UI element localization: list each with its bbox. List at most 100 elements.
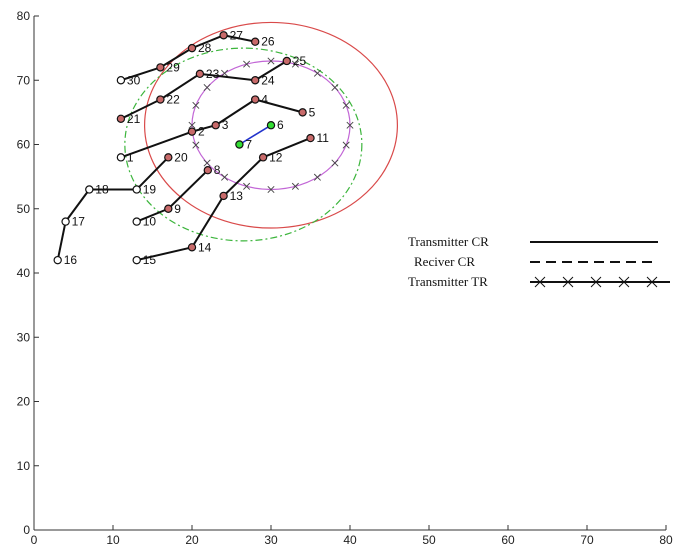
node-4 — [250, 95, 260, 104]
node-label: 11 — [317, 131, 330, 145]
node-1 — [116, 153, 126, 162]
tr-x-marker — [188, 121, 196, 129]
tr-x-marker — [342, 141, 350, 149]
node-21 — [116, 114, 126, 124]
node-label: 5 — [309, 105, 316, 119]
node-label: 3 — [222, 118, 229, 132]
node-22 — [156, 95, 165, 104]
node-13 — [219, 191, 228, 201]
node-label: 27 — [230, 28, 244, 42]
node-label: 30 — [127, 73, 141, 87]
node-6 — [266, 121, 276, 130]
node-label: 10 — [143, 215, 157, 229]
node-label: 16 — [64, 253, 78, 267]
node-link — [159, 47, 193, 69]
tr-x-marker — [192, 141, 200, 149]
node-17 — [61, 217, 70, 226]
node-label: 14 — [198, 240, 212, 254]
node-link — [56, 221, 67, 261]
node-label: 20 — [174, 150, 188, 164]
node-link — [215, 98, 256, 127]
legend-label: Transmitter TR — [408, 274, 488, 289]
node-link — [199, 72, 256, 82]
receiver-cr-circle — [124, 47, 363, 242]
node-11 — [306, 133, 315, 143]
node-label: 15 — [143, 253, 157, 267]
tr-x-marker — [313, 69, 321, 77]
node-label: 29 — [166, 60, 180, 74]
node-link — [262, 137, 311, 159]
tr-x-marker — [221, 69, 229, 77]
x-tick-label: 60 — [501, 533, 515, 546]
node-link — [191, 34, 224, 50]
node-9 — [164, 204, 173, 213]
node-label: 6 — [277, 118, 284, 132]
y-tick-label: 10 — [17, 459, 31, 473]
tr-x-marker — [267, 185, 275, 193]
node-label: 17 — [72, 215, 86, 229]
y-tick-label: 60 — [17, 138, 31, 152]
node-29 — [156, 63, 165, 72]
node-26 — [250, 37, 260, 46]
node-7 — [235, 140, 244, 149]
node-label: 25 — [293, 54, 307, 68]
node-label: 23 — [206, 67, 220, 81]
node-link — [159, 72, 201, 101]
x-tick-label: 10 — [106, 533, 120, 546]
node-link — [254, 60, 288, 82]
node-link — [136, 246, 193, 262]
x-tick-label: 70 — [580, 533, 594, 546]
node-14 — [187, 243, 197, 252]
y-tick-label: 40 — [17, 266, 31, 280]
node-30 — [116, 76, 126, 85]
node-label: 7 — [245, 138, 252, 152]
node-label: 28 — [198, 41, 212, 55]
node-18 — [85, 185, 94, 194]
node-link — [254, 98, 303, 114]
x-tick-label: 80 — [659, 533, 673, 546]
y-tick-label: 0 — [23, 523, 30, 537]
axes: 0 10 20 30 40 50 60 70 80 0 10 20 30 40 50 60 70 80 — [17, 9, 673, 546]
node-2 — [187, 127, 197, 136]
node-10 — [132, 217, 141, 226]
node-15 — [132, 255, 141, 265]
node-5 — [298, 108, 307, 117]
node-link — [120, 98, 161, 120]
x-tick-label: 30 — [264, 533, 278, 546]
tr-x-marker — [267, 57, 275, 65]
tr-x-marker — [331, 83, 339, 91]
legend-label: Reciver CR — [414, 254, 475, 269]
node-label: 8 — [214, 163, 221, 177]
tr-x-marker — [192, 101, 200, 109]
node-20 — [164, 153, 173, 162]
transmitter-cr-circle — [144, 21, 399, 229]
node-25 — [282, 56, 291, 66]
node-link — [191, 195, 225, 248]
node-label: 19 — [143, 182, 157, 196]
legend: Transmitter CR Reciver CR Transmitter TR — [408, 234, 670, 289]
node-16 — [53, 255, 62, 265]
node-label: 22 — [166, 93, 180, 107]
node-8 — [203, 165, 212, 175]
tr-x-marker — [291, 60, 299, 68]
node-label: 21 — [127, 112, 141, 126]
node-link — [223, 34, 256, 43]
node-label: 26 — [261, 35, 275, 49]
x-tick-label: 50 — [422, 533, 436, 546]
node-label: 9 — [174, 202, 181, 216]
node-19 — [132, 185, 141, 194]
y-tick-label: 30 — [17, 330, 31, 344]
tr-x-marker — [291, 182, 299, 190]
tr-x-marker — [221, 173, 229, 181]
y-tick-label: 20 — [17, 395, 31, 409]
node-label: 13 — [230, 189, 244, 203]
node-label: 12 — [269, 150, 283, 164]
y-tick-label: 50 — [17, 202, 31, 216]
node-label: 1 — [127, 150, 134, 164]
node-12 — [258, 153, 268, 162]
node-24 — [250, 76, 260, 85]
node-28 — [187, 43, 197, 53]
node-23 — [195, 69, 205, 79]
node-link — [222, 156, 264, 197]
